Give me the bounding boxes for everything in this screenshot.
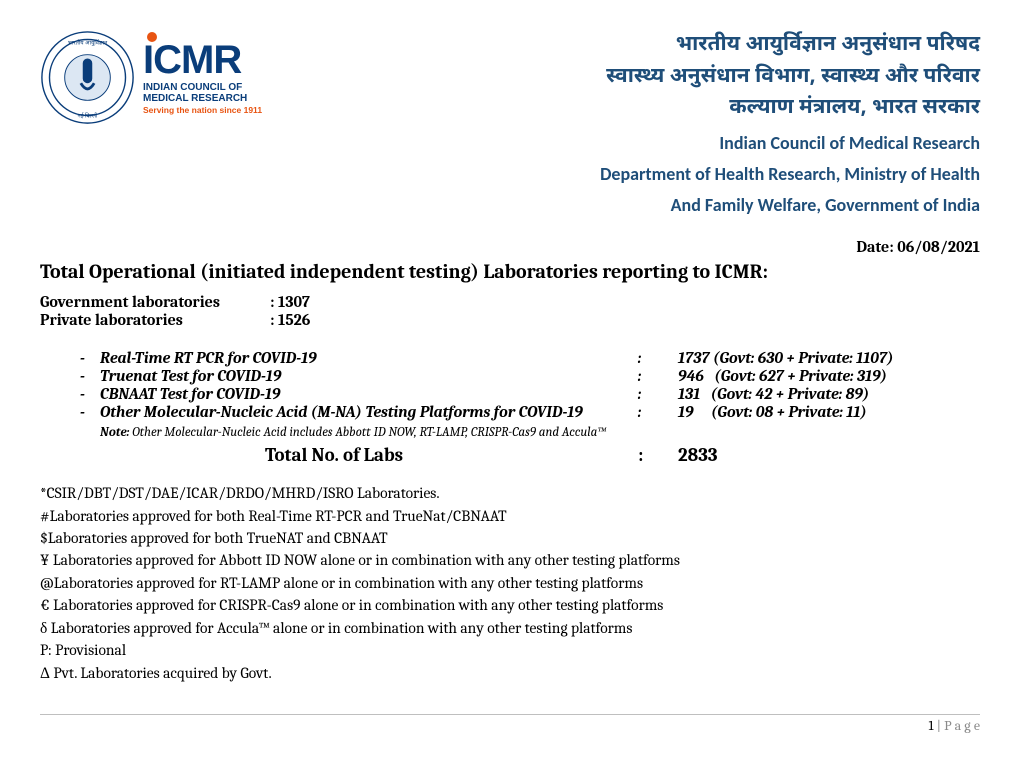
icmr-logotype: ICMR INDIAN COUNCIL OF MEDICAL RESEARCH … [143,40,262,115]
priv-lab-value: : 1526 [270,311,310,329]
lab-counts: Government laboratories : 1307 Private l… [40,293,980,329]
total-label: Total No. of Labs [40,444,638,466]
colon: : [638,349,678,367]
org-eng-line3: And Family Welfare, Government of India [272,193,980,218]
note-label: Note: [100,425,129,440]
priv-lab-label: Private laboratories [40,311,270,329]
main-title: Total Operational (initiated independent… [40,260,980,283]
legend-line: P: Provisional [40,639,980,661]
test-value: 1737 (Govt: 630 + Private: 1107) [678,349,893,367]
legend-line: @Laboratories approved for RT-LAMP alone… [40,572,980,594]
legend-line: δ Laboratories approved for Accula™ alon… [40,617,980,639]
logo-block: भारतीय आयुर्विज्ञान नई दिल्ली ICMR INDIA… [40,30,262,125]
legend-line: $Laboratories approved for both TrueNAT … [40,527,980,549]
legend-line: Δ Pvt. Laboratories acquired by Govt. [40,662,980,684]
note-text: Other Molecular-Nucleic Acid includes Ab… [129,425,606,440]
legend-line: #Laboratories approved for both Real-Tim… [40,505,980,527]
test-name: CBNAAT Test for COVID-19 [100,385,638,403]
tests-note: Note: Other Molecular-Nucleic Acid inclu… [40,425,980,440]
test-value: 946 (Govt: 627 + Private: 319) [678,367,887,385]
document-date: Date: 06/08/2021 [40,238,980,256]
document-header: भारतीय आयुर्विज्ञान नई दिल्ली ICMR INDIA… [40,30,980,218]
test-row: - Real-Time RT PCR for COVID-19 : 1737 (… [40,349,980,367]
total-row: Total No. of Labs : 2833 [40,444,980,466]
test-row: - Truenat Test for COVID-19 : 946 (Govt:… [40,367,980,385]
icmr-emblem-icon: भारतीय आयुर्विज्ञान नई दिल्ली [40,30,135,125]
org-hindi-line1: भारतीय आयुर्विज्ञान अनुसंधान परिषद [272,30,980,62]
org-hindi-line3: कल्याण मंत्रालय, भारत सरकार [272,93,980,125]
test-row: - CBNAAT Test for COVID-19 : 131 (Govt: … [40,385,980,403]
bullet-dash-icon: - [80,385,100,403]
legend-line: € Laboratories approved for CRISPR-Cas9 … [40,594,980,616]
total-value: 2833 [678,444,718,466]
tests-list: - Real-Time RT PCR for COVID-19 : 1737 (… [40,349,980,421]
bullet-dash-icon: - [80,349,100,367]
govt-lab-row: Government laboratories : 1307 [40,293,980,311]
test-value: 19 (Govt: 08 + Private: 11) [678,403,867,421]
govt-lab-label: Government laboratories [40,293,270,311]
bullet-dash-icon: - [80,403,100,421]
page-footer: 1 | P a g e [40,714,980,734]
icmr-logo-text: ICMR [143,40,262,80]
org-hindi-line2: स्वास्थ्य अनुसंधान विभाग, स्वास्थ्य और प… [272,62,980,94]
svg-text:नई दिल्ली: नई दिल्ली [78,111,98,119]
bullet-dash-icon: - [80,367,100,385]
svg-text:भारतीय आयुर्विज्ञान: भारतीय आयुर्विज्ञान [68,38,108,46]
colon: : [638,367,678,385]
org-title-block: भारतीय आयुर्विज्ञान अनुसंधान परिषद स्वास… [272,30,980,218]
govt-lab-value: : 1307 [270,293,310,311]
icmr-tagline: Serving the nation since 1911 [143,106,262,115]
org-eng-line2: Department of Health Research, Ministry … [272,162,980,187]
legend-line: *CSIR/DBT/DST/DAE/ICAR/DRDO/MHRD/ISRO La… [40,482,980,504]
colon: : [638,385,678,403]
legend-block: *CSIR/DBT/DST/DAE/ICAR/DRDO/MHRD/ISRO La… [40,482,980,684]
test-name: Real-Time RT PCR for COVID-19 [100,349,638,367]
legend-line: ¥ Laboratories approved for Abbott ID NO… [40,549,980,571]
priv-lab-row: Private laboratories : 1526 [40,311,980,329]
icmr-subtitle: INDIAN COUNCIL OF MEDICAL RESEARCH [143,82,262,104]
test-name: Truenat Test for COVID-19 [100,367,638,385]
org-eng-line1: Indian Council of Medical Research [272,131,980,156]
test-row: - Other Molecular-Nucleic Acid (M-NA) Te… [40,403,980,421]
test-name: Other Molecular-Nucleic Acid (M-NA) Test… [100,403,638,421]
colon: : [638,444,678,466]
dot-icon [147,32,157,42]
test-value: 131 (Govt: 42 + Private: 89) [678,385,869,403]
colon: : [638,403,678,421]
